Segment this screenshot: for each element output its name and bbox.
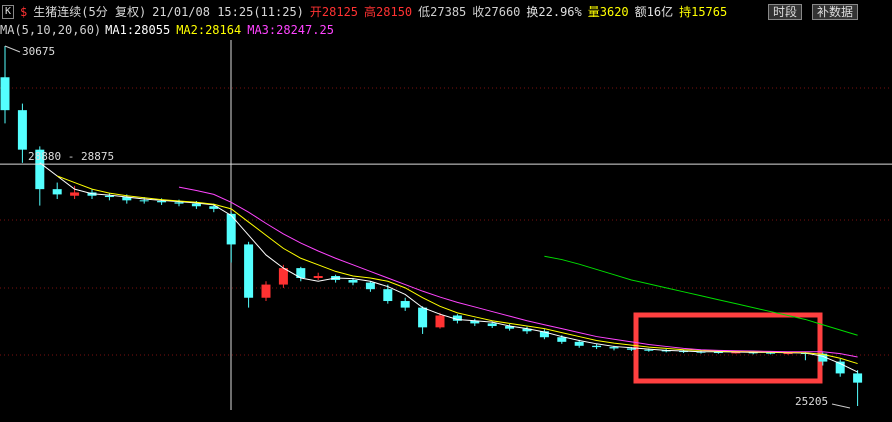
stat: 额16亿	[634, 5, 674, 19]
toolbar-button[interactable]: 时段	[768, 4, 803, 20]
low-pointer	[831, 403, 851, 409]
candle-body	[365, 282, 375, 290]
stat: 量3620	[587, 5, 629, 19]
ma-params: MA(5,10,20,60)	[0, 23, 102, 37]
candle-body	[139, 200, 149, 202]
candle-body	[713, 352, 723, 354]
candle-body	[70, 192, 80, 196]
candle-body	[505, 326, 515, 329]
candle-body	[853, 373, 863, 383]
ma-value: MA3:28247.25	[247, 23, 334, 37]
candle-body	[835, 361, 845, 374]
candle-body	[52, 189, 62, 195]
candle-body	[626, 348, 636, 350]
candle-body	[278, 268, 288, 285]
candle-body	[122, 197, 132, 201]
candle-body	[539, 331, 549, 338]
stat: 低27385	[418, 5, 467, 19]
low-label: 25205	[795, 395, 828, 408]
candle-body	[209, 206, 219, 209]
background-grid	[0, 87, 892, 356]
stat: 持15765	[679, 5, 728, 19]
candle-body	[574, 341, 584, 346]
ma-line	[57, 175, 858, 365]
candle-body	[104, 195, 114, 198]
candle-body	[191, 203, 201, 207]
candle-body	[783, 353, 793, 355]
candle-body	[17, 110, 27, 150]
candle-body	[470, 320, 480, 324]
candle-body	[435, 315, 445, 328]
high-pointer	[4, 45, 21, 53]
candle-body	[0, 77, 10, 111]
candle-body	[383, 289, 393, 302]
candle-body	[592, 345, 602, 348]
candle-body	[296, 268, 306, 278]
crosshair-label: 28880 - 28875	[28, 150, 114, 163]
candle-body	[418, 307, 428, 328]
candle-body	[226, 213, 236, 245]
stat: 开28125	[309, 5, 359, 19]
stat: 高28150	[364, 5, 413, 19]
toolbar-button[interactable]: 补数据	[812, 4, 859, 20]
candle-body	[557, 337, 567, 342]
ma-header: MA(5,10,20,60) MA1:28055 MA2:28164 MA3:282…	[0, 21, 346, 39]
ma-line	[544, 255, 858, 336]
candle-body	[644, 349, 654, 351]
ma-line	[178, 186, 858, 358]
candle-body	[35, 149, 45, 190]
ma-value: MA1:28055	[105, 23, 171, 37]
candle-body	[174, 202, 184, 204]
quote-header: K $ 生猪连续(5分 复权) 21/01/08 15:25(11:25) 开2…	[0, 3, 859, 21]
candle-body	[157, 200, 167, 203]
candle-body	[766, 352, 776, 354]
ma-value: MA2:28164	[176, 23, 242, 37]
stat: 换22.96%	[526, 5, 582, 19]
candle-body	[400, 301, 410, 308]
candle-body	[748, 352, 758, 354]
candle-body	[348, 279, 358, 283]
candle-body	[452, 315, 462, 321]
candle-body	[244, 244, 254, 298]
buttons: 时段 补数据	[768, 4, 864, 20]
candle-body	[522, 328, 532, 332]
ma-line	[39, 162, 858, 373]
candle-body	[487, 323, 497, 327]
candle-body	[731, 352, 741, 354]
kline-icon[interactable]: K	[2, 5, 15, 19]
stats: 开28125 高28150 低27385 收27660 换22.96% 量3620 额16亿…	[310, 3, 733, 21]
candle-body	[818, 353, 828, 362]
candle-body	[609, 347, 619, 349]
candle-body	[313, 276, 323, 278]
instrument-title: 生猪连续(5分 复权)	[33, 5, 147, 19]
candle-body	[261, 284, 271, 298]
stat: 收27660	[472, 5, 521, 19]
symbol-mark: $	[20, 5, 28, 19]
high-label: 30675	[22, 45, 55, 58]
ma-items: MA1:28055 MA2:28164 MA3:28247.25	[105, 21, 340, 39]
datetime: 21/01/08 15:25(11:25)	[152, 5, 304, 19]
